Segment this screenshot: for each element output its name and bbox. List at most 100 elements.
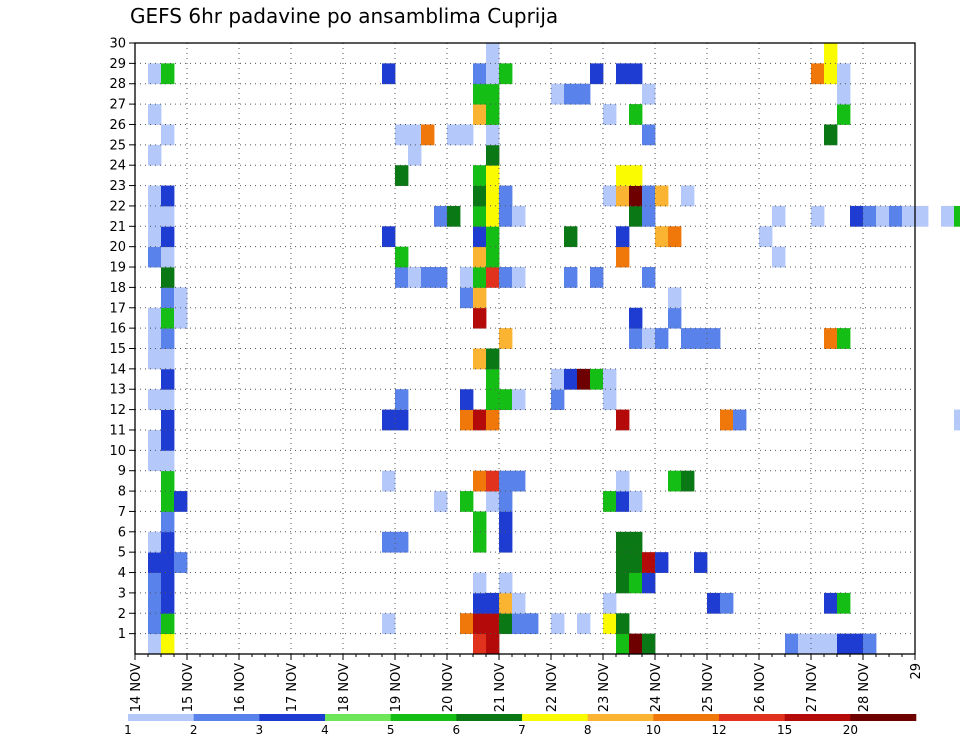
heatmap-cell — [460, 613, 474, 635]
heatmap-cell — [148, 348, 162, 370]
colorbar-label: 4 — [321, 723, 329, 737]
heatmap-cell — [629, 307, 643, 329]
heatmap-cell — [603, 368, 617, 390]
heatmap-cell — [850, 205, 864, 227]
heatmap-cell — [629, 491, 643, 512]
heatmap-cell — [161, 287, 175, 309]
heatmap-cell — [148, 450, 162, 472]
y-tick-label: 29 — [109, 57, 126, 72]
heatmap-cell — [148, 572, 162, 594]
colorbar-label: 12 — [711, 723, 726, 737]
heatmap-cell — [382, 613, 396, 635]
heatmap-cell — [811, 205, 825, 227]
heatmap-cell — [590, 63, 604, 85]
heatmap-cell — [395, 124, 409, 146]
heatmap-cell — [525, 613, 539, 635]
colorbar-label: 20 — [843, 723, 858, 737]
heatmap-cell — [642, 328, 656, 349]
heatmap-cell — [655, 226, 669, 248]
heatmap-cell — [837, 633, 851, 655]
heatmap-cell — [616, 409, 630, 431]
heatmap-cell — [486, 246, 500, 268]
heatmap-cell — [499, 491, 513, 512]
colorbar-swatch — [850, 714, 917, 721]
heatmap-cell — [148, 185, 162, 207]
heatmap-cell — [486, 226, 500, 248]
heatmap-cell — [447, 205, 461, 227]
y-tick-label: 16 — [109, 322, 126, 337]
heatmap-cell — [629, 531, 643, 553]
heatmap-cell — [473, 409, 487, 431]
x-tick-label: 17 NOV — [285, 663, 300, 712]
heatmap-cell — [603, 592, 617, 614]
heatmap-cell — [499, 592, 513, 614]
heatmap-cell — [473, 83, 487, 105]
heatmap-cell — [408, 144, 422, 166]
x-tick-label: 15 NOV — [181, 663, 196, 712]
heatmap-cell — [473, 205, 487, 227]
heatmap-cell — [603, 389, 617, 410]
heatmap-cell — [473, 307, 487, 329]
heatmap-cell — [642, 83, 656, 105]
heatmap-cell — [564, 83, 578, 105]
heatmap-cell — [174, 287, 188, 309]
heatmap-cell — [837, 328, 851, 349]
heatmap-cell — [148, 328, 162, 349]
heatmap-cell — [434, 267, 448, 288]
heatmap-cell — [473, 613, 487, 635]
y-tick-label: 11 — [109, 423, 126, 438]
heatmap-cell — [655, 552, 669, 573]
colorbar-label: 1 — [124, 723, 132, 737]
heatmap-cell — [148, 205, 162, 227]
heatmap-cell — [512, 389, 526, 410]
heatmap-cell — [174, 307, 188, 329]
heatmap-cell — [486, 144, 500, 166]
heatmap-cell — [382, 409, 396, 431]
heatmap-cell — [668, 307, 682, 329]
heatmap-cell — [460, 491, 474, 512]
heatmap-cell — [473, 63, 487, 85]
heatmap-cell — [603, 185, 617, 207]
y-tick-label: 12 — [109, 403, 126, 418]
colorbar-label: 8 — [584, 723, 592, 737]
heatmap-cell — [486, 409, 500, 431]
heatmap-cell — [161, 470, 175, 492]
heatmap-cell — [473, 267, 487, 288]
heatmap-cell — [161, 613, 175, 635]
heatmap-cell — [512, 613, 526, 635]
heatmap-cell — [174, 491, 188, 512]
heatmap-cell — [616, 613, 630, 635]
heatmap-cell — [512, 592, 526, 614]
colorbar-label: 10 — [646, 723, 661, 737]
heatmap-cell — [824, 592, 838, 614]
heatmap-cell — [148, 63, 162, 85]
heatmap-cell — [161, 246, 175, 268]
heatmap-cell — [629, 165, 643, 186]
colorbar-swatch — [522, 714, 588, 721]
y-tick-label: 28 — [109, 77, 126, 92]
heatmap-cell — [616, 165, 630, 186]
heatmap-cell — [161, 307, 175, 329]
heatmap-cell — [382, 63, 396, 85]
heatmap-cell — [148, 389, 162, 410]
heatmap-cell — [382, 531, 396, 553]
heatmap-cell — [954, 409, 960, 431]
colorbar-label: 15 — [777, 723, 792, 737]
heatmap-cell — [889, 205, 903, 227]
chart-title: GEFS 6hr padavine po ansamblima Cuprija — [130, 4, 559, 28]
heatmap-cell — [473, 104, 487, 125]
colorbar-swatch — [587, 714, 654, 721]
heatmap-cell — [642, 552, 656, 573]
heatmap-cell — [486, 185, 500, 207]
heatmap-cell — [733, 409, 747, 431]
heatmap-cell — [850, 633, 864, 655]
heatmap-cell — [915, 205, 929, 227]
heatmap-cell — [408, 267, 422, 288]
y-tick-label: 19 — [109, 261, 126, 276]
heatmap-cell — [772, 205, 786, 227]
heatmap-cell — [486, 205, 500, 227]
heatmap-cell — [499, 328, 513, 349]
heatmap-cell — [824, 633, 838, 655]
heatmap-cell — [863, 633, 877, 655]
heatmap-cell — [486, 43, 500, 64]
